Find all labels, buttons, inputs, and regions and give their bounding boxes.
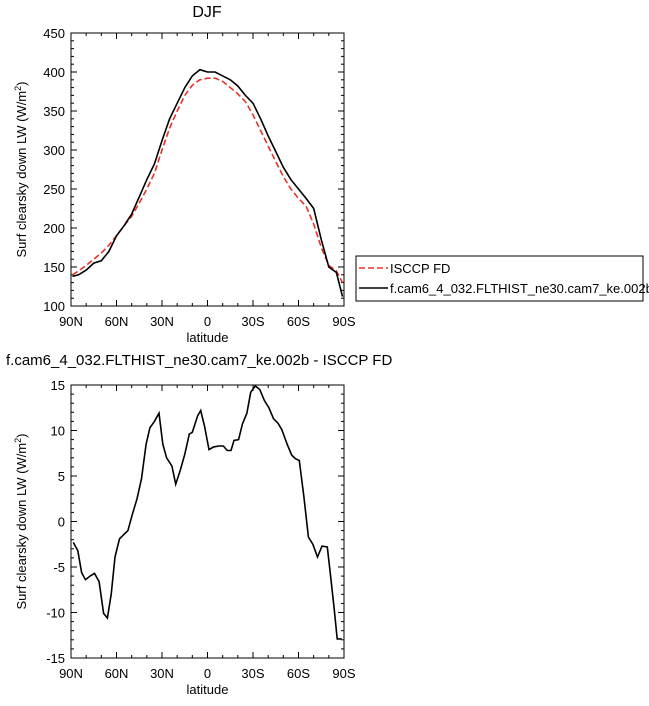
bottom-panel-x-tick-label: 60S: [287, 666, 310, 681]
bottom-panel-x-tick-label: 30S: [241, 666, 264, 681]
bottom-panel-y-tick-label: -5: [53, 560, 65, 575]
top-panel-y-tick-label: 400: [43, 65, 65, 80]
legend-label-isccp: ISCCP FD: [390, 261, 450, 276]
bottom-panel-x-tick-label: 60N: [105, 666, 129, 681]
top-panel-y-axis-label-close: ): [14, 82, 29, 86]
bottom-panel-y-tick-label: -15: [46, 651, 65, 666]
top-panel-x-tick-label: 30S: [241, 314, 264, 329]
bottom-panel-title: f.cam6_4_032.FLTHIST_ne30.cam7_ke.002b -…: [6, 352, 392, 369]
top-panel-x-tick-label: 60S: [287, 314, 310, 329]
top-panel-y-tick-label: 300: [43, 143, 65, 158]
top-panel-y-tick-label: 450: [43, 26, 65, 41]
top-panel-x-axis-label: latitude: [187, 330, 229, 345]
top-panel-y-axis-label: Surf clearsky down LW (W/m2): [13, 82, 29, 258]
top-panel-x-tick-label: 30N: [150, 314, 174, 329]
top-panel-y-tick-label: 200: [43, 221, 65, 236]
top-panel-y-tick-label: 100: [43, 299, 65, 314]
top-panel-x-tick-label: 90S: [332, 314, 355, 329]
top-panel-title: DJF: [192, 4, 222, 21]
top-panel-legend: ISCCP FD f.cam6_4_032.FLTHIST_ne30.cam7_…: [355, 255, 649, 302]
top-panel-x-tick-label: 90N: [59, 314, 83, 329]
bottom-panel-x-tick-label: 30N: [150, 666, 174, 681]
top-panel-series-line-0: [72, 77, 344, 283]
top-panel-y-tick-label: 150: [43, 260, 65, 275]
bottom-panel-y-tick-label: -10: [46, 606, 65, 621]
bottom-panel-series-line-0: [72, 384, 342, 640]
top-panel-y-axis-label-main: Surf clearsky down LW (W/m: [14, 91, 29, 258]
top-panel-y-tick-label: 350: [43, 104, 65, 119]
bottom-panel-x-axis-label: latitude: [187, 682, 229, 697]
top-panel-series-line-1: [72, 68, 344, 297]
bottom-panel-y-axis-label: Surf clearsky down LW (W/m2): [13, 434, 29, 610]
bottom-panel-y-tick-label: 0: [58, 515, 65, 530]
legend-box: [355, 255, 644, 302]
bottom-panel-plot-frame: [70, 384, 345, 659]
bottom-panel-y-axis-label-superscript: 2: [13, 438, 23, 443]
top-panel-x-tick-label: 0: [204, 314, 211, 329]
bottom-panel-x-tick-label: 90N: [59, 666, 83, 681]
bottom-panel-x-tick-label: 90S: [332, 666, 355, 681]
bottom-panel-y-axis-label-close: ): [14, 434, 29, 438]
bottom-panel-y-tick-label: 10: [51, 424, 65, 439]
legend-label-model: f.cam6_4_032.FLTHIST_ne30.cam7_ke.002b: [390, 281, 649, 296]
bottom-panel-y-tick-label: 5: [58, 469, 65, 484]
top-panel-x-tick-label: 60N: [105, 314, 129, 329]
bottom-panel-y-tick-label: 15: [51, 378, 65, 393]
top-panel: DJF latitude Surf clearsky down LW (W/m2…: [13, 4, 649, 345]
top-panel-y-tick-label: 250: [43, 182, 65, 197]
top-panel-y-axis-label-superscript: 2: [13, 86, 23, 91]
bottom-panel-y-axis-label-main: Surf clearsky down LW (W/m: [14, 443, 29, 610]
bottom-panel-x-tick-label: 0: [204, 666, 211, 681]
bottom-panel: f.cam6_4_032.FLTHIST_ne30.cam7_ke.002b -…: [6, 352, 392, 697]
top-panel-plot-frame: [70, 32, 345, 307]
